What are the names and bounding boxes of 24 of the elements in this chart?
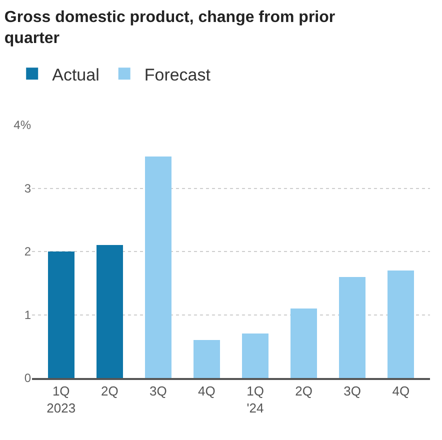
x-tick-label: 4Q: [198, 384, 216, 399]
chart-title: Gross domestic product, change from prior quarter: [4, 9, 336, 47]
x-tick-label: 1Q '24: [246, 384, 264, 416]
bar: [290, 308, 318, 378]
bar: [48, 252, 74, 378]
bar: [242, 334, 269, 378]
x-tick-label: 1Q 2023: [46, 384, 76, 416]
bar: [193, 340, 220, 378]
x-tick-label: 2Q: [100, 384, 118, 399]
bar: [388, 270, 414, 378]
y-tick-label: 4%: [14, 118, 32, 132]
x-tick-label: 2Q: [295, 384, 312, 399]
bar: [96, 245, 124, 378]
y-tick-label: 2: [24, 244, 32, 259]
legend-label: Forecast: [144, 65, 211, 84]
y-tick-label: 3: [24, 181, 32, 196]
legend-label: Actual: [52, 65, 100, 84]
y-tick-label: 1: [24, 308, 32, 322]
x-tick-label: 3Q: [150, 384, 167, 399]
x-tick-label: 4Q: [392, 384, 410, 399]
bar: [338, 276, 366, 378]
y-tick-label: 0: [24, 371, 32, 386]
bar: [144, 156, 172, 378]
x-tick-label: 3Q: [344, 384, 362, 399]
